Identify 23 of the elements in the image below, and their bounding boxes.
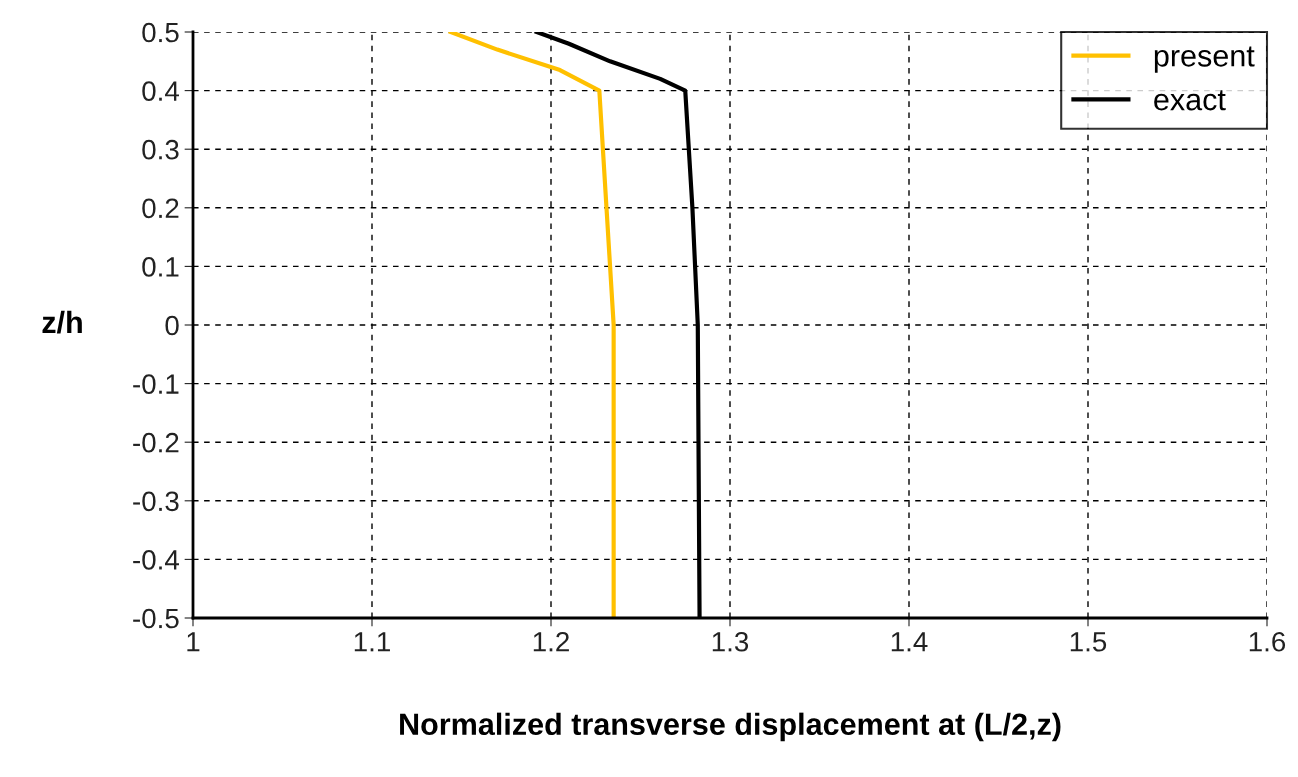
- x-tick-label: 1.1: [354, 632, 390, 652]
- legend-label: present: [1154, 46, 1255, 73]
- y-tick-label: 0.3: [142, 139, 179, 160]
- y-tick-label: 0: [165, 315, 179, 336]
- y-tick-label: 0.1: [142, 257, 179, 277]
- y-tick-label: -0.3: [133, 491, 179, 512]
- y-tick-label: -0.2: [133, 432, 179, 453]
- x-tick-label: 1.6: [1249, 631, 1286, 652]
- y-axis-title: z/h: [42, 310, 82, 334]
- x-tick-label: 1.5: [1070, 632, 1107, 652]
- x-axis-title: Normalized transverse displacement at (L/2,z): [400, 712, 1061, 742]
- line-series: [448, 32, 616, 618]
- y-tick-label: -0.5: [133, 608, 179, 629]
- y-tick-label: 0.4: [142, 81, 179, 101]
- x-tick-label: 1: [187, 632, 200, 652]
- y-tick-label: 0.5: [142, 22, 179, 43]
- x-tick-label: 1.2: [533, 631, 569, 652]
- legend-label: exact: [1154, 90, 1226, 111]
- y-tick-label: -0.4: [133, 550, 179, 570]
- y-tick-label: -0.1: [133, 374, 179, 394]
- x-tick-label: 1.3: [712, 631, 749, 652]
- x-tick-label: 1.4: [891, 632, 928, 652]
- y-tick-label: 0.2: [142, 198, 179, 219]
